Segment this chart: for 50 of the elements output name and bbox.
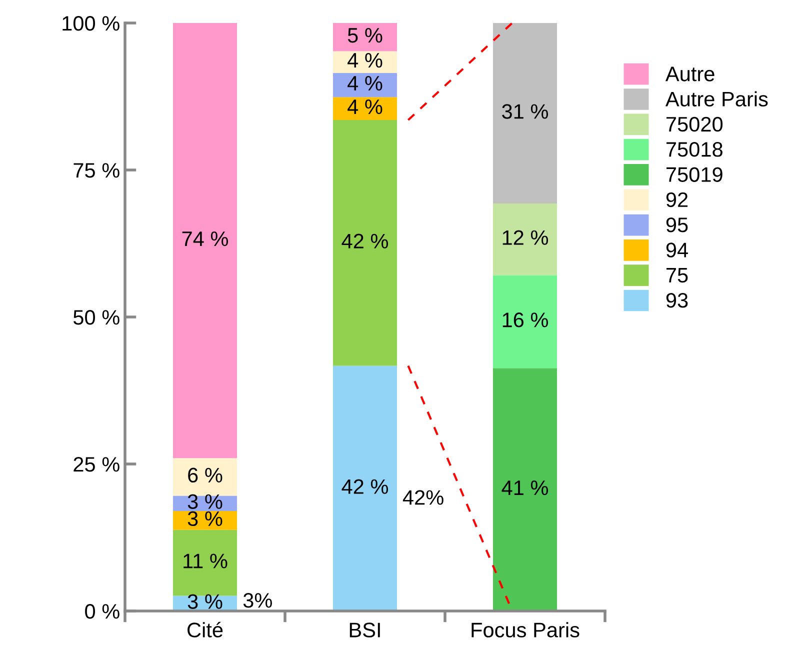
data-label: 74 % <box>182 231 228 246</box>
data-label: 42 % <box>342 234 388 248</box>
data-label: 6 % <box>188 468 222 483</box>
bar <box>333 23 397 52</box>
data-label: 3 % <box>188 594 222 609</box>
bar <box>173 530 237 596</box>
bar <box>333 366 397 611</box>
bar <box>493 204 557 276</box>
data-label: 4 % <box>348 99 382 114</box>
bar <box>333 120 397 366</box>
bar <box>173 458 237 496</box>
y-tick-label: 50 % <box>73 310 120 325</box>
legend-label: 75018 <box>666 142 722 157</box>
data-label: 41 % <box>502 480 548 496</box>
legend-label: 75020 <box>666 116 723 132</box>
bar <box>493 23 557 204</box>
y-tick-label: 0 % <box>85 604 120 619</box>
data-label: 5 % <box>348 28 382 43</box>
data-label: 3 % <box>188 494 222 509</box>
x-tick-label: BSI <box>350 622 380 638</box>
legend-label: Autre <box>665 66 714 82</box>
data-label: 4 % <box>348 76 382 91</box>
legend-label: 94 <box>666 242 688 258</box>
bar <box>493 275 557 368</box>
data-label: 4 % <box>348 53 382 68</box>
bar <box>333 97 397 120</box>
y-tick-label: 75 % <box>74 163 120 178</box>
y-tick-label: 100 % <box>62 16 120 31</box>
legend-label: 75 <box>666 268 688 283</box>
bar <box>333 72 397 98</box>
legend-label: 93 <box>666 292 688 308</box>
y-tick-label: 25 % <box>74 457 120 472</box>
legend-label: 95 <box>666 218 688 232</box>
annotation: 42% <box>402 490 444 505</box>
data-label: 12 % <box>502 230 548 245</box>
data-label: 31 % <box>502 104 548 119</box>
bar <box>173 23 237 458</box>
legend-label: Autre Paris <box>665 91 768 106</box>
bar <box>493 368 557 611</box>
legend-label: 75019 <box>666 167 722 182</box>
annotation: 3% <box>243 593 272 608</box>
data-label: 3 % <box>188 511 222 526</box>
data-label: 16 % <box>502 312 548 328</box>
bar <box>173 511 237 530</box>
x-tick-label: Cité <box>188 622 223 638</box>
legend-label: 92 <box>666 192 688 208</box>
x-tick-label: Focus Paris <box>472 622 580 638</box>
bar <box>333 51 397 73</box>
data-label: 11 % <box>184 554 228 568</box>
data-label: 42 % <box>342 479 388 494</box>
